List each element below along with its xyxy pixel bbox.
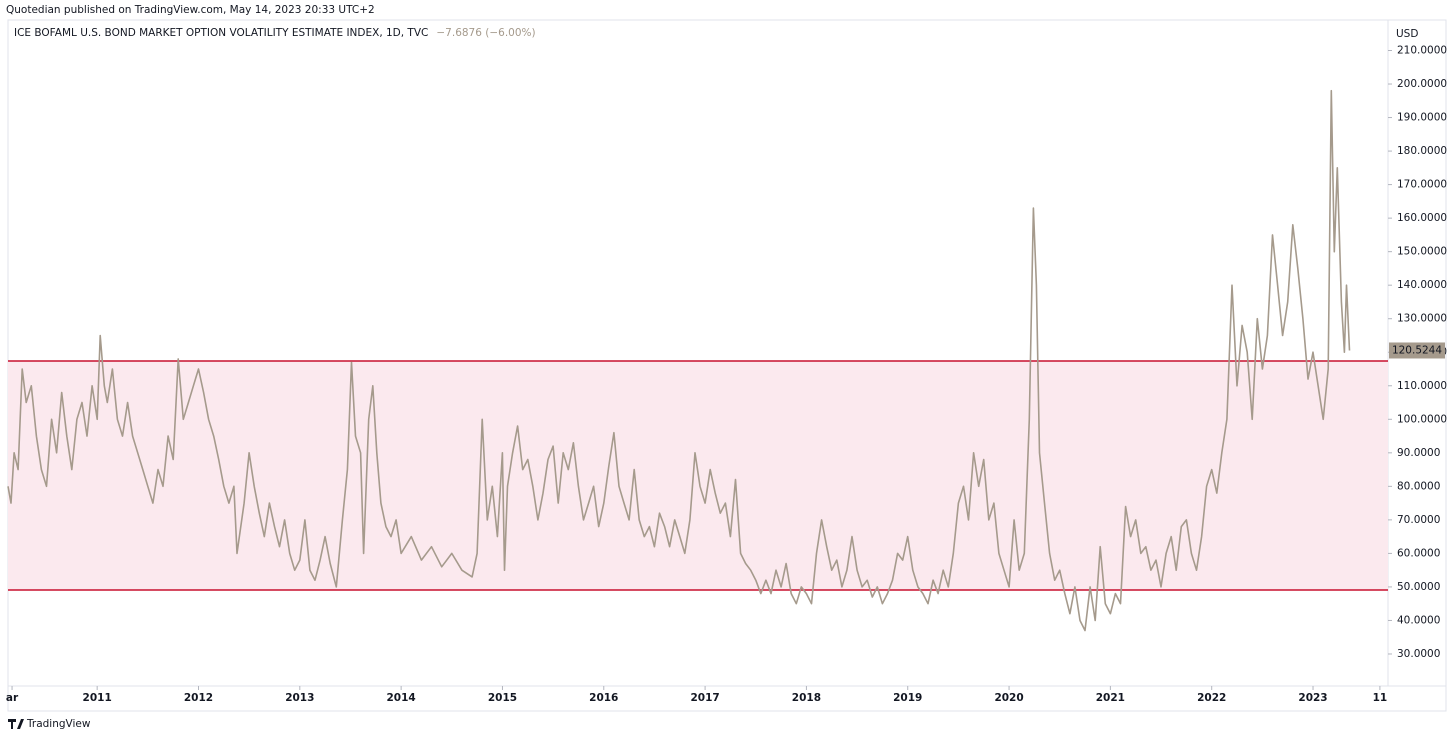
- y-tick-label: 40.0000: [1397, 614, 1440, 626]
- x-tick-label: 2013: [285, 692, 314, 704]
- currency: USD: [1396, 28, 1418, 40]
- y-tick-label: 60.0000: [1397, 547, 1440, 559]
- x-tick-label: 2011: [83, 692, 112, 704]
- x-tick-label: 11: [1373, 692, 1388, 704]
- price-line: [7, 89, 1351, 632]
- y-tick-label: 150.0000: [1397, 246, 1447, 258]
- x-tick-label: 2019: [893, 692, 922, 704]
- x-tick-label: 2016: [589, 692, 618, 704]
- publisher: Quotedian published on TradingView.com, …: [6, 4, 375, 16]
- x-tick-label: 2018: [792, 692, 821, 704]
- y-tick-label: 30.0000: [1397, 648, 1440, 660]
- y-tick-label: 100.0000: [1397, 413, 1447, 425]
- brand: TradingView: [26, 718, 91, 730]
- x-tick-label: ar: [6, 692, 19, 704]
- y-tick-label: 70.0000: [1397, 514, 1440, 526]
- y-tick-label: 110.0000: [1397, 380, 1447, 392]
- y-tick-label: 90.0000: [1397, 447, 1440, 459]
- y-tick-label: 190.0000: [1397, 112, 1447, 124]
- x-tick-label: 2022: [1197, 692, 1226, 704]
- x-tick-label: 2015: [488, 692, 517, 704]
- x-tick-label: 2014: [387, 692, 416, 704]
- y-tick-label: 170.0000: [1397, 179, 1447, 191]
- y-tick-label: 50.0000: [1397, 581, 1440, 593]
- legend-name: ICE BOFAML U.S. BOND MARKET OPTION VOLAT…: [14, 27, 428, 39]
- plot: [7, 89, 1388, 632]
- y-tick-label: 80.0000: [1397, 480, 1440, 492]
- y-tick-label: 200.0000: [1397, 78, 1447, 90]
- y-tick-label: 130.0000: [1397, 313, 1447, 325]
- last-price-box: [1389, 342, 1445, 359]
- x-tick-label: 2020: [994, 692, 1023, 704]
- y-tick-label: 160.0000: [1397, 212, 1447, 224]
- x-tick-label: 2017: [690, 692, 719, 704]
- brand-logo: [8, 719, 24, 729]
- y-tick-label: 210.0000: [1397, 44, 1447, 56]
- y-tick-label: 180.0000: [1397, 145, 1447, 157]
- y-tick-label: 140.0000: [1397, 279, 1447, 291]
- x-tick-label: 2012: [184, 692, 213, 704]
- x-tick-label: 2023: [1298, 692, 1327, 704]
- x-tick-label: 2021: [1096, 692, 1125, 704]
- last-price-label: 120.5244: [1392, 344, 1442, 356]
- legend-change: −7.6876 (−6.00%): [436, 27, 535, 39]
